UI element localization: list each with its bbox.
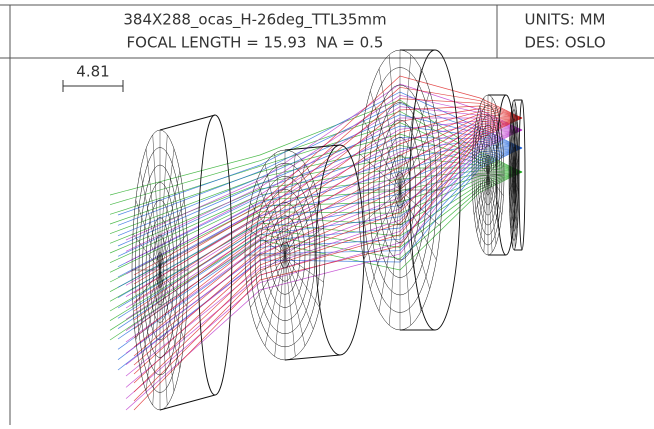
subtitle: FOCAL LENGTH = 15.93 NA = 0.5: [127, 34, 384, 52]
designer: DES: OSLO: [524, 34, 605, 52]
lens-drawing: 384X288_ocas_H-26deg_TTL35mm FOCAL LENGT…: [0, 0, 654, 425]
scale-label: 4.81: [76, 63, 109, 81]
units: UNITS: MM: [524, 11, 605, 29]
title: 384X288_ocas_H-26deg_TTL35mm: [123, 11, 386, 30]
